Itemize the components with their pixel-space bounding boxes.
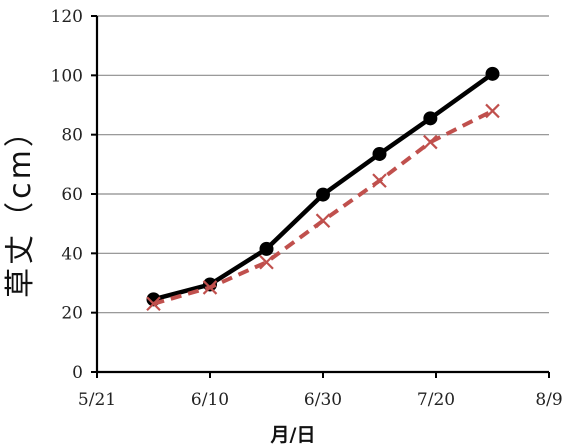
data-point xyxy=(372,173,387,188)
data-point xyxy=(372,146,387,161)
data-point xyxy=(259,254,274,270)
data-point xyxy=(315,213,331,228)
series-line xyxy=(152,109,494,306)
axis-labels: 0 20 40 60 80 100 120 5/21 6/10 6/30 7/20 8/9 月/日 草丈（… xyxy=(3,7,563,446)
data-point xyxy=(485,103,500,119)
x-tick-label: 6/10 xyxy=(191,390,229,410)
data-point xyxy=(259,241,274,256)
x-tick-label: 8/9 xyxy=(535,390,562,410)
series-1 xyxy=(146,66,500,307)
series-2 xyxy=(146,103,500,312)
y-tick-label: 20 xyxy=(61,304,83,324)
series-group xyxy=(146,66,500,312)
y-tick-label: 0 xyxy=(72,363,83,383)
data-point xyxy=(146,296,161,312)
data-point xyxy=(485,66,500,81)
data-point xyxy=(202,280,218,295)
y-tick-label: 80 xyxy=(61,126,83,146)
data-point xyxy=(423,134,438,150)
y-tick-label: 120 xyxy=(51,7,83,27)
y-tick-label: 60 xyxy=(61,185,83,205)
y-tick-label: 40 xyxy=(61,244,83,264)
y-tick-label: 100 xyxy=(51,66,83,86)
x-tick-label: 7/20 xyxy=(417,390,455,410)
data-point xyxy=(423,111,438,126)
data-point xyxy=(316,187,330,202)
y-axis-title: 草丈（cm） xyxy=(3,114,38,298)
x-tick-label: 5/21 xyxy=(78,390,116,410)
axes xyxy=(91,15,550,378)
x-tick-label: 6/30 xyxy=(304,390,342,410)
series-line xyxy=(152,71,494,302)
x-axis-title: 月/日 xyxy=(270,424,316,446)
gridlines xyxy=(97,15,549,314)
